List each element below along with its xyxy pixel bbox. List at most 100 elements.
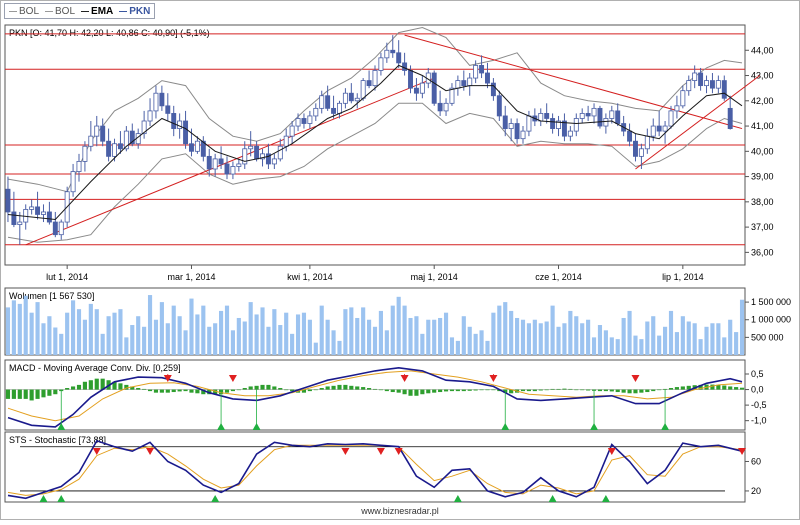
volume-bar xyxy=(455,340,460,355)
macd-line xyxy=(7,366,743,428)
price-x-tick-label: lut 1, 2014 xyxy=(46,272,88,282)
price-candle-body xyxy=(408,70,413,89)
macd-histogram-bar xyxy=(236,389,241,391)
macd-y-tick-label: -0,5 xyxy=(751,400,767,410)
macd-histogram-bar xyxy=(361,387,366,390)
volume-bar xyxy=(716,323,721,355)
legend-item-pkn[interactable]: PKN xyxy=(119,6,150,17)
macd-sell-marker xyxy=(163,375,172,382)
volume-bar xyxy=(189,298,194,355)
volume-bar xyxy=(603,330,608,355)
volume-bar xyxy=(663,326,668,355)
price-candle-body xyxy=(218,158,224,165)
volume-bar xyxy=(165,323,170,355)
stochastic-panel-frame xyxy=(4,431,746,503)
macd-histogram-bar xyxy=(189,389,194,393)
volume-bar xyxy=(461,316,466,355)
price-candle-body xyxy=(265,153,271,165)
stochastic-sell-marker xyxy=(92,448,101,455)
price-candle-body xyxy=(242,148,248,165)
price-candle-body xyxy=(603,118,609,127)
volume-bar xyxy=(467,326,472,355)
price-candle-body xyxy=(117,143,123,150)
price-y-tick-label: 36,00 xyxy=(751,247,774,257)
volume-bar xyxy=(266,326,271,355)
price-candle-body xyxy=(372,70,378,87)
price-candle-body xyxy=(236,163,242,167)
macd-histogram-bar xyxy=(556,388,561,390)
macd-histogram-bar xyxy=(71,386,76,390)
volume-bar xyxy=(692,323,697,355)
volume-bar xyxy=(384,330,389,355)
price-candle-body xyxy=(147,110,153,122)
price-y-tick-label: 44,00 xyxy=(751,45,774,55)
price-candle-body xyxy=(319,95,325,109)
macd-histogram-bar xyxy=(11,389,16,399)
volume-bar xyxy=(420,333,425,355)
macd-histogram-bar xyxy=(390,389,395,393)
price-candle-body xyxy=(46,211,52,223)
macd-histogram-bar xyxy=(272,386,277,390)
volume-bar xyxy=(284,312,289,355)
price-candle-body xyxy=(177,120,183,129)
volume-bar xyxy=(657,335,662,355)
legend-item-bol-1[interactable]: BOL xyxy=(9,6,39,17)
volume-bar xyxy=(520,319,526,355)
price-candle-body xyxy=(520,130,526,140)
macd-buy-marker xyxy=(57,423,66,430)
macd-histogram-bar xyxy=(254,385,259,390)
macd-histogram-bar xyxy=(722,385,727,390)
legend-item-ema[interactable]: EMA xyxy=(81,6,113,17)
price-candle-body xyxy=(301,118,307,124)
volume-bar xyxy=(674,332,679,355)
macd-buy-marker xyxy=(217,423,226,430)
macd-histogram-bar xyxy=(266,384,271,390)
price-candle-body xyxy=(366,80,372,87)
stochastic-y-tick-label: 20 xyxy=(751,486,761,496)
bollinger-lower-line xyxy=(7,102,743,243)
macd-histogram-bar xyxy=(5,389,11,399)
macd-histogram-bar xyxy=(609,389,614,392)
price-candle-body xyxy=(419,82,425,94)
macd-histogram-bar xyxy=(461,389,466,392)
macd-histogram-bar xyxy=(290,389,295,392)
volume-bar xyxy=(621,317,626,355)
volume-bar xyxy=(47,316,52,355)
volume-bar xyxy=(491,312,496,355)
volume-bar xyxy=(278,325,283,355)
volume-bar xyxy=(124,337,129,355)
macd-histogram-bar xyxy=(213,389,218,395)
macd-histogram-bar xyxy=(378,389,383,391)
macd-histogram-bar xyxy=(426,389,431,394)
stochastic-buy-marker xyxy=(211,495,220,502)
price-candle-body xyxy=(283,135,289,147)
volume-bar xyxy=(609,337,614,355)
macd-histogram-bar xyxy=(550,388,555,390)
volume-bar xyxy=(272,309,277,355)
price-candle-body xyxy=(396,52,402,64)
macd-histogram-bar xyxy=(201,389,206,395)
macd-histogram-bar xyxy=(615,389,620,393)
price-candle-body xyxy=(141,120,147,135)
volume-bar xyxy=(615,339,620,355)
volume-bar xyxy=(307,319,312,355)
volume-bar xyxy=(213,323,218,355)
price-candle-body xyxy=(402,62,408,71)
volume-bar xyxy=(509,310,514,355)
macd-histogram-bar xyxy=(586,389,591,391)
legend: BOL BOL EMA PKN xyxy=(4,3,156,19)
price-candle-body xyxy=(502,115,508,129)
macd-histogram-bar xyxy=(307,389,312,392)
macd-histogram-bar xyxy=(603,389,608,392)
price-candle-body xyxy=(550,118,556,129)
legend-item-bol-2[interactable]: BOL xyxy=(45,6,75,17)
price-candle-body xyxy=(686,80,692,92)
volume-bar xyxy=(668,310,674,355)
volume-bar xyxy=(171,305,176,355)
macd-histogram-bar xyxy=(224,389,230,393)
volume-bar xyxy=(562,323,567,355)
volume-bar xyxy=(580,323,585,355)
macd-histogram-bar xyxy=(408,389,413,396)
price-candle-body xyxy=(490,82,496,97)
volume-bar xyxy=(550,305,555,355)
